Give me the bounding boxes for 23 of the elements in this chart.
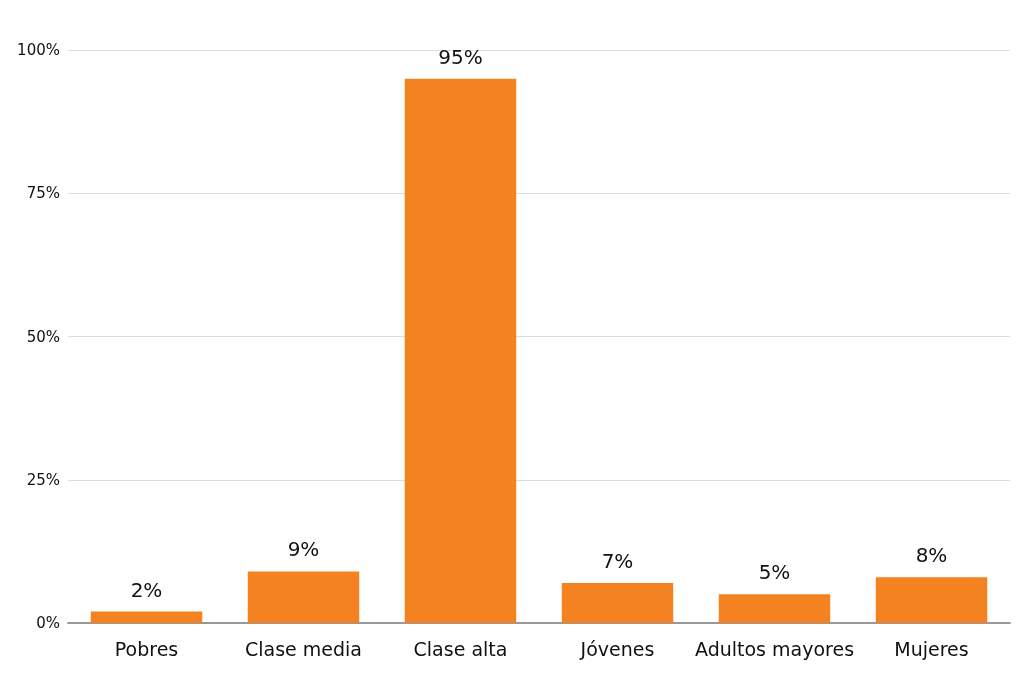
data-label: 8% xyxy=(915,543,948,568)
x-tick-label: Pobres xyxy=(114,637,179,660)
bar xyxy=(561,582,674,623)
data-label: 5% xyxy=(758,560,791,585)
bar xyxy=(718,594,831,623)
y-tick-label: 0% xyxy=(36,614,60,632)
x-tick-label: Mujeres xyxy=(894,637,969,660)
data-label: 2% xyxy=(130,577,163,602)
data-label: 95% xyxy=(438,44,483,69)
y-tick-label: 75% xyxy=(26,184,60,203)
x-tick-label: Clase media xyxy=(245,637,362,660)
y-tick-label: 100% xyxy=(17,41,60,59)
bar xyxy=(404,78,517,623)
x-tick-label: Clase alta xyxy=(413,637,508,660)
x-tick-label: Adultos mayores xyxy=(694,637,855,660)
bar xyxy=(875,577,988,623)
y-tick-label: 50% xyxy=(26,327,60,346)
bar xyxy=(90,611,203,623)
x-tick-label: Jóvenes xyxy=(579,637,655,660)
data-label: 9% xyxy=(287,537,320,562)
bar xyxy=(247,571,360,623)
y-tick-label: 25% xyxy=(26,470,60,489)
data-label: 7% xyxy=(601,548,634,573)
